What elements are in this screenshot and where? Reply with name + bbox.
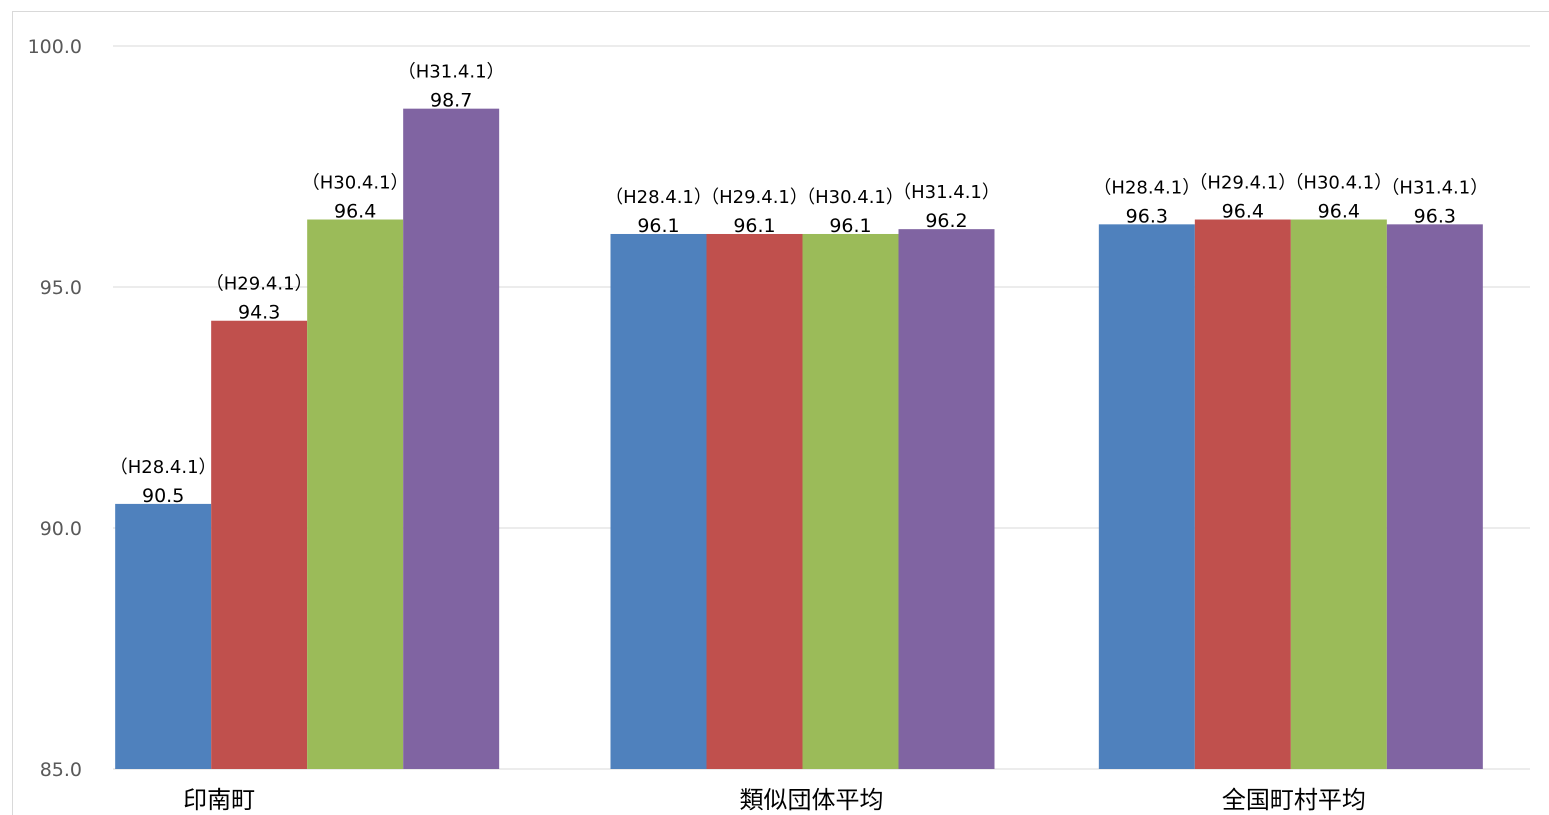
data-label-value: 96.1 — [637, 215, 679, 237]
y-tick-label: 85.0 — [40, 759, 82, 781]
data-label-value: 96.2 — [925, 210, 967, 232]
bar — [898, 229, 995, 769]
bar — [1194, 219, 1291, 769]
data-label-value: 96.3 — [1414, 205, 1456, 227]
data-label-value: 96.3 — [1126, 205, 1168, 227]
data-label-period: （H31.4.1） — [1381, 177, 1488, 198]
data-label-period: （H31.4.1） — [398, 62, 505, 83]
data-label-value: 94.3 — [238, 302, 280, 324]
data-label-value: 96.4 — [1222, 201, 1264, 223]
data-label-period: （H28.4.1） — [605, 187, 712, 208]
data-label-period: （H30.4.1） — [797, 187, 904, 208]
data-label-value: 96.4 — [1318, 201, 1360, 223]
bar — [1098, 224, 1195, 770]
data-label-period: （H29.4.1） — [206, 274, 313, 295]
data-label-period: （H30.4.1） — [1285, 173, 1392, 194]
bar — [610, 233, 707, 770]
x-category-label: 印南町 — [183, 786, 255, 814]
data-label-value: 96.4 — [334, 201, 376, 223]
data-label-period: （H29.4.1） — [1189, 173, 1296, 194]
bar — [1290, 219, 1387, 769]
bar — [802, 233, 899, 770]
bar — [211, 320, 308, 769]
bar — [115, 503, 212, 769]
data-label-value: 98.7 — [430, 90, 472, 112]
x-category-label: 類似団体平均 — [740, 786, 884, 814]
y-axis-tick-labels: 85.0 90.0 95.0 100.0 — [28, 36, 82, 781]
y-tick-label: 100.0 — [28, 36, 82, 58]
bar — [403, 108, 500, 769]
data-label-period: （H29.4.1） — [701, 187, 808, 208]
data-label-value: 90.5 — [142, 485, 184, 507]
x-axis-category-labels: 印南町 類似団体平均 全国町村平均 — [183, 786, 1366, 814]
chart-frame — [12, 11, 1549, 815]
data-label-period: （H28.4.1） — [1093, 177, 1200, 198]
data-label-period: （H31.4.1） — [893, 182, 1000, 203]
y-tick-label: 90.0 — [40, 518, 82, 540]
data-label-period: （H30.4.1） — [302, 173, 409, 194]
bar — [1386, 224, 1483, 770]
x-category-label: 全国町村平均 — [1222, 786, 1366, 814]
y-tick-label: 95.0 — [40, 277, 82, 299]
data-labels: （H28.4.1） 90.5 （H29.4.1） 94.3 （H30.4.1） 96.4 （… — [110, 62, 1488, 507]
data-label-value: 96.1 — [733, 215, 775, 237]
data-label-period: （H28.4.1） — [110, 457, 217, 478]
bars — [115, 108, 1483, 770]
data-label-value: 96.1 — [829, 215, 871, 237]
bar — [706, 233, 803, 770]
bar — [307, 219, 404, 769]
